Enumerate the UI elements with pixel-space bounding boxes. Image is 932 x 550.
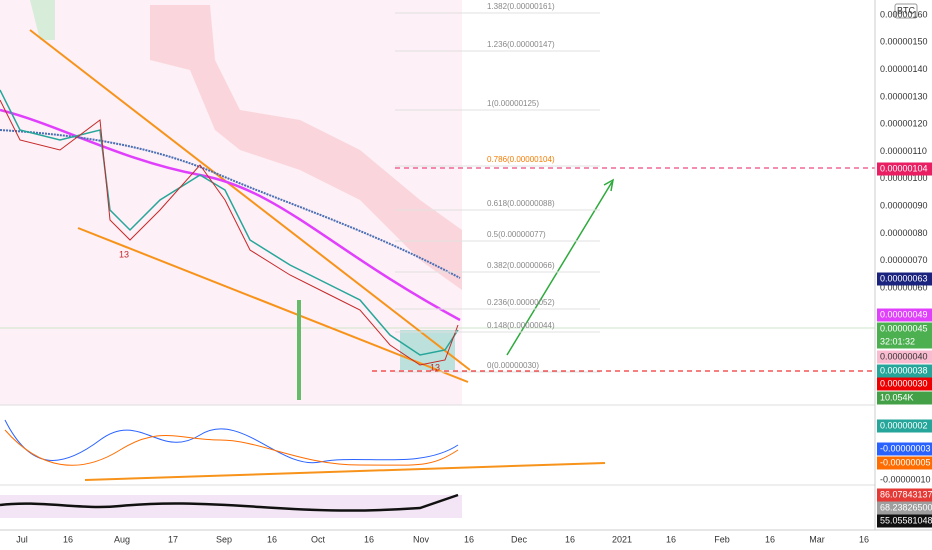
price-badge — [877, 272, 932, 286]
cloud-green — [30, 0, 55, 40]
badge-label: 0.00000038 — [880, 365, 928, 375]
price-label: 0.00000080 — [880, 228, 928, 238]
time-label: Jul — [16, 534, 28, 544]
badge-label: -0.00000003 — [880, 443, 931, 453]
time-label: 16 — [63, 534, 73, 544]
time-label: 16 — [666, 534, 676, 544]
volume-spike — [297, 300, 301, 400]
arrow-head — [603, 178, 615, 192]
badge-label: 0.00000049 — [880, 309, 928, 319]
badge-label: 0.00000040 — [880, 351, 928, 361]
price-badge — [877, 501, 932, 515]
price-badge — [877, 514, 932, 528]
rsi-line — [0, 493, 459, 512]
rsi-band — [0, 495, 462, 518]
price-badge — [877, 364, 932, 378]
fib-label: 1.236(0.00000147) — [487, 40, 555, 49]
fib-label: 0.5(0.00000077) — [487, 230, 546, 239]
time-label: 2021 — [612, 534, 632, 544]
price-label: 0.00000130 — [880, 91, 928, 101]
time-label: Dec — [511, 534, 528, 544]
symbol-badge[interactable] — [894, 3, 918, 19]
time-label: 16 — [464, 534, 474, 544]
badge-label: 68.23826500 — [880, 502, 932, 512]
price-badge — [877, 322, 932, 336]
cloud — [150, 5, 462, 290]
fib-label: 0.236(0.00000052) — [487, 298, 555, 307]
macd-line — [4, 419, 459, 464]
symbol-label: BTC — [897, 5, 916, 15]
price-path — [0, 89, 459, 356]
price-badge — [877, 419, 932, 433]
price-label: 0.00000090 — [880, 200, 928, 210]
badge-label: 32:01:32 — [880, 336, 915, 346]
badge-label: 86.07843137 — [880, 489, 932, 499]
seq-mark: 13 — [119, 249, 129, 259]
badge-label: 55.05581048 — [880, 515, 932, 525]
badge-label: 0.00000045 — [880, 323, 928, 333]
badge-label: -0.00000005 — [880, 457, 931, 467]
fib-label: 0.786(0.00000104) — [487, 155, 555, 164]
price-label: 0.00000160 — [880, 9, 928, 19]
time-label: Mar — [809, 534, 825, 544]
price-badge — [877, 162, 932, 176]
seq-mark: 13 — [430, 362, 440, 372]
price-label: 0.00000100 — [880, 173, 928, 183]
badge-label: 0.00000063 — [880, 273, 928, 283]
price-label: 0.00000070 — [880, 255, 928, 265]
time-label: Aug — [114, 534, 130, 544]
macd-trend — [84, 462, 606, 481]
price-badge — [877, 473, 932, 487]
badge-label: 0.00000030 — [880, 378, 928, 388]
time-label: Nov — [413, 534, 430, 544]
price-label: 0.00000120 — [880, 119, 928, 129]
price-label: 0.00000140 — [880, 64, 928, 74]
price-label: 0.00000060 — [880, 282, 928, 292]
fib-label: 1(0.00000125) — [487, 99, 539, 108]
time-label: Feb — [714, 534, 730, 544]
time-label: 17 — [168, 534, 178, 544]
time-label: 16 — [565, 534, 575, 544]
time-label: 16 — [267, 534, 277, 544]
fib-label: 0.618(0.00000088) — [487, 199, 555, 208]
price-label: 0.00000150 — [880, 37, 928, 47]
fib-label: 0.148(0.00000044) — [487, 321, 555, 330]
price-badge — [877, 391, 932, 405]
price-badge — [877, 456, 932, 470]
price-badge — [877, 350, 932, 364]
price-badge — [877, 308, 932, 322]
badge-label: -0.00000010 — [880, 474, 931, 484]
time-label: 16 — [859, 534, 869, 544]
price-badge — [877, 377, 932, 391]
price-badge — [877, 442, 932, 456]
badge-label: 10.054K — [880, 392, 914, 402]
time-label: 16 — [364, 534, 374, 544]
wedge-bottom — [77, 227, 469, 383]
badge-label: 0.00000104 — [880, 163, 928, 173]
price-label: 0.00000110 — [880, 146, 927, 156]
ma-blue — [0, 129, 461, 279]
price-path-2 — [0, 99, 459, 366]
price-badge — [877, 488, 932, 502]
fib-label: 1.382(0.00000161) — [487, 2, 555, 11]
fib-label: 0(0.00000030) — [487, 361, 539, 370]
arrow — [506, 181, 613, 356]
wedge-top — [29, 29, 471, 371]
time-label: Oct — [311, 534, 326, 544]
time-label: Sep — [216, 534, 232, 544]
badge-label: 0.00000002 — [880, 420, 928, 430]
fib-label: 0.382(0.00000066) — [487, 261, 555, 270]
price-badge — [877, 335, 932, 349]
time-label: 16 — [765, 534, 775, 544]
signal-line — [4, 429, 459, 466]
ma-magenta — [0, 108, 461, 322]
